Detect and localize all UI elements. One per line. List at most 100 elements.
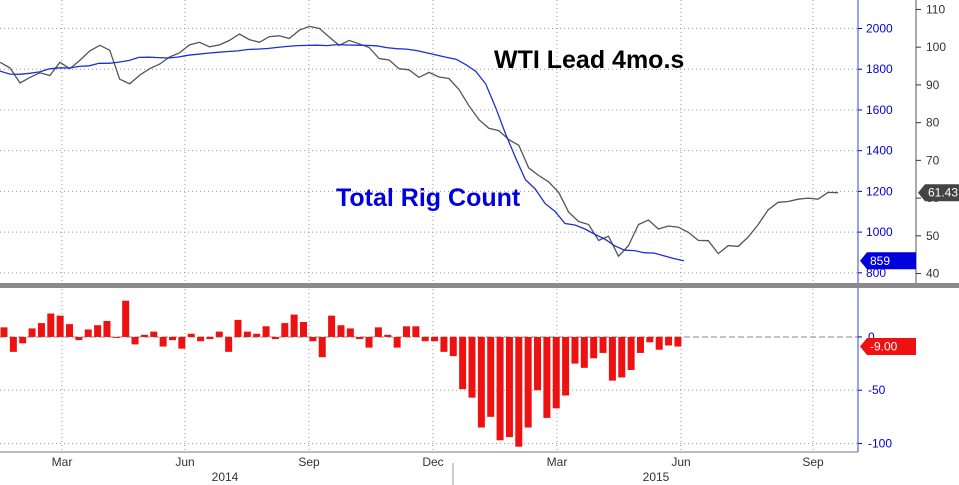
diff-bar [477,336,485,428]
diff-bar [328,315,336,337]
diff-bar [318,336,326,358]
rig-count-annotation: Total Rig Count [336,184,521,212]
diff-bar [440,336,448,352]
diff-bar [206,336,214,340]
x-tick-label: Sep [298,455,320,469]
x-tick-label: Jun [671,455,690,469]
bottom-panel-grid [0,289,858,452]
diff-bar [571,336,579,364]
right-axis-tick-label: 40 [926,267,940,281]
diff-bar [412,326,420,337]
diff-bar [0,327,8,337]
diff-bar [290,314,298,337]
right-axis-tick-label: 80 [926,116,940,130]
diff-bar [75,336,83,341]
diff-bar [271,336,279,340]
diff-bar [646,336,654,343]
diff-bar [618,336,626,378]
diff-bar [515,336,523,447]
left-axis-tick-label: 1000 [866,225,893,239]
diff-bar [178,336,186,349]
rig-last-label: 859 [870,254,890,268]
diff-bar [365,336,373,348]
left-axis-tick-label: 1200 [866,184,893,198]
diff-bar [262,326,270,337]
x-tick-label: Mar [547,455,568,469]
diff-bar [608,336,616,381]
diff-bar [487,336,495,417]
diff-bar [122,300,130,337]
diff-bar [197,336,205,342]
diff-bar [47,313,55,337]
x-tick-label: Jun [175,455,194,469]
diff-bar [599,336,607,353]
left-axis-tick-label: 1600 [866,103,893,117]
line-series [0,25,839,262]
diff-bar [346,328,354,337]
diff-bar [580,336,588,368]
diff-bar [655,336,663,350]
diff-bar [56,315,64,337]
diff-bar [253,333,261,337]
diff-bar [534,336,542,391]
x-year-label: 2015 [643,470,670,484]
diff-bar [243,331,251,337]
right-axis-tick-label: 90 [926,78,940,92]
diff-bar [562,336,570,396]
diff-bar [449,336,457,357]
diff-bar [112,336,120,338]
bottom-axis-tick-label: -50 [868,383,886,397]
x-year-label: 2014 [212,470,239,484]
diff-bar [665,336,673,346]
diff-bar [421,336,429,342]
diff-bar [131,336,139,345]
diff-bar [524,336,532,428]
diff-bar [627,336,635,370]
diff-last-tag [860,338,916,356]
right-axis-tick-label: 110 [926,2,945,16]
diff-bar [281,323,289,337]
diff-bar [356,336,364,340]
last-value-tags: 859 61.43 -9.00 [860,184,959,356]
bottom-axis-tick-label: -100 [868,436,892,450]
diff-bar [140,334,148,337]
diff-bar [636,336,644,353]
diff-bar [300,322,308,337]
diff-last-label: -9.00 [870,340,898,354]
wti-last-label: 61.43 [928,186,958,200]
wti-line [0,25,839,258]
right-axis-tick-label: 100 [926,40,946,54]
right-axis-tick-label: 70 [926,153,940,167]
diff-bar [168,336,176,341]
diff-bar [468,336,476,398]
diff-bar [159,336,167,347]
diff-bar [234,319,242,337]
diff-bar [393,336,401,348]
diff-bar [552,336,560,409]
diff-bars [0,300,682,447]
diff-bar [459,336,467,390]
diff-bar [384,334,392,337]
rig-count-line [0,43,685,262]
diff-bar [674,336,682,347]
diff-bar [150,331,158,337]
left-axis-tick-label: 1400 [866,144,893,158]
diff-bar [187,333,195,337]
diff-bar [543,336,551,418]
diff-bar [402,326,410,337]
diff-bar [94,325,102,337]
panel-separator [0,283,959,288]
wti-last-tag [918,184,959,202]
diff-bar [225,336,233,352]
diff-bar [215,331,223,337]
diff-bar [9,336,17,352]
left-axis-tick-label: 800 [866,266,886,280]
diff-bar [309,336,317,342]
diff-bar [19,336,27,344]
bottom-axis-tick-label: 0 [868,330,875,344]
diff-bar [496,336,504,441]
left-axis-tick-label: 1800 [866,62,893,76]
diff-bar [505,336,513,438]
